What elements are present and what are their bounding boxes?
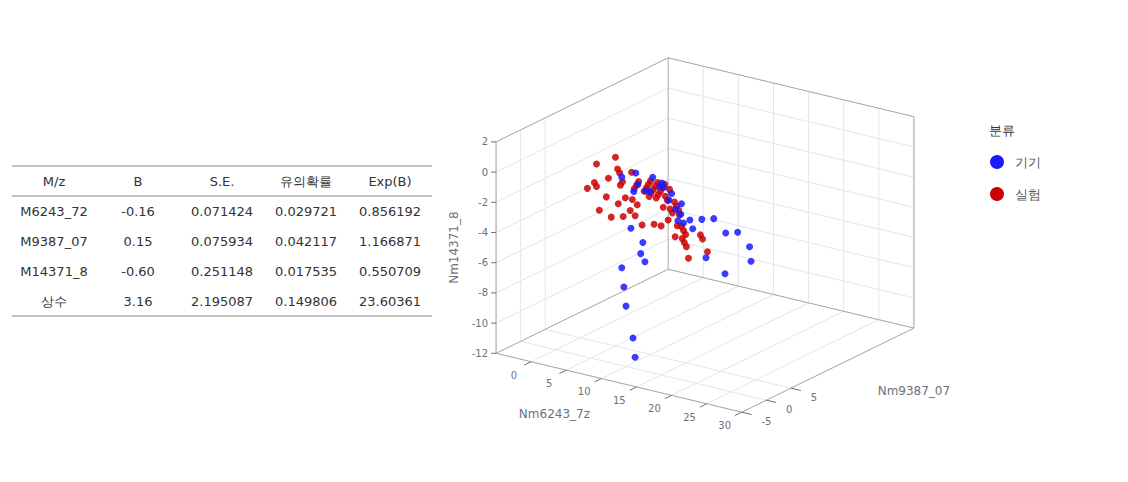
svg-text:20: 20 [648,403,661,414]
svg-text:Nm14371_8: Nm14371_8 [447,211,461,283]
svg-text:-6: -6 [478,257,488,268]
svg-text:2.195087: 2.195087 [191,294,253,309]
svg-text:0.075934: 0.075934 [191,234,253,249]
svg-text:0.251148: 0.251148 [191,264,253,279]
svg-text:분류: 분류 [989,123,1015,138]
svg-text:Exp(B): Exp(B) [368,174,411,189]
svg-text:5: 5 [811,392,817,403]
svg-text:B: B [134,174,143,189]
svg-text:기기: 기기 [1015,155,1041,170]
svg-text:0.017535: 0.017535 [275,264,337,279]
svg-text:30: 30 [718,420,731,431]
svg-text:3.16: 3.16 [124,294,153,309]
svg-text:-0.60: -0.60 [121,264,155,279]
svg-text:10: 10 [578,386,591,397]
svg-text:-5: -5 [761,416,771,427]
svg-text:상수: 상수 [41,294,67,309]
svg-text:15: 15 [613,395,626,406]
svg-text:0: 0 [786,404,792,415]
svg-text:0.15: 0.15 [124,234,153,249]
svg-text:0: 0 [482,167,488,178]
svg-text:1.166871: 1.166871 [359,234,421,249]
svg-text:Nm9387_07: Nm9387_07 [878,384,950,398]
svg-text:0: 0 [511,370,517,381]
svg-text:M14371_8: M14371_8 [20,264,87,279]
svg-text:-8: -8 [478,287,488,298]
svg-text:0.042117: 0.042117 [275,234,337,249]
svg-text:0.550709: 0.550709 [359,264,421,279]
svg-text:23.60361: 23.60361 [359,294,421,309]
svg-text:M9387_07: M9387_07 [20,234,87,249]
svg-text:5: 5 [546,378,552,389]
svg-text:-12: -12 [472,348,488,359]
svg-text:0.856192: 0.856192 [359,204,421,219]
svg-text:0.029721: 0.029721 [275,204,337,219]
svg-text:-10: -10 [472,318,488,329]
svg-text:0.149806: 0.149806 [275,294,337,309]
svg-text:-2: -2 [478,197,488,208]
svg-text:M/z: M/z [43,174,66,189]
svg-text:-0.16: -0.16 [121,204,155,219]
svg-text:유의확률: 유의확률 [280,174,332,189]
svg-text:2: 2 [482,136,488,147]
svg-text:실험: 실험 [1015,187,1041,202]
svg-text:S.E.: S.E. [210,174,235,189]
svg-text:M6243_72: M6243_72 [20,204,87,219]
svg-text:0.071424: 0.071424 [191,204,253,219]
svg-text:-4: -4 [478,227,488,238]
svg-text:Nm6243_7z: Nm6243_7z [519,407,590,421]
svg-text:25: 25 [683,412,696,423]
